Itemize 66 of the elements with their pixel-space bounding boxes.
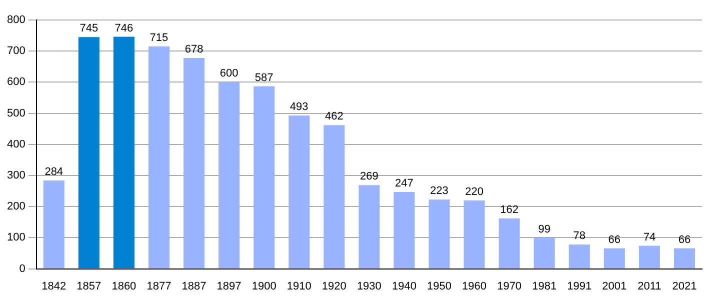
data-label: 745	[80, 22, 98, 35]
bar	[148, 46, 170, 268]
data-label: 66	[608, 234, 621, 246]
x-tick-label: 1857	[76, 280, 102, 292]
bar	[638, 246, 660, 268]
data-label: 223	[430, 184, 448, 197]
x-tick-label: 1897	[216, 280, 242, 292]
x-tick-label: 1981	[532, 280, 557, 292]
bar	[464, 200, 485, 268]
bar	[498, 218, 520, 268]
bar	[254, 86, 275, 268]
data-label: 715	[150, 32, 168, 44]
data-label: 600	[220, 68, 238, 80]
x-tick-label: 1842	[42, 280, 66, 292]
x-tick-label: 1950	[427, 280, 452, 292]
bar	[534, 238, 555, 268]
x-tick-label: 1940	[392, 280, 416, 292]
data-label: 678	[184, 43, 204, 56]
bar	[568, 244, 590, 268]
bar	[78, 37, 100, 268]
x-tick-label: 1920	[322, 280, 346, 292]
bar	[43, 180, 64, 268]
bar	[674, 248, 695, 268]
data-label: 66	[678, 234, 691, 246]
x-tick-label: 2001	[602, 280, 627, 292]
x-tick-label: 1960	[462, 280, 487, 292]
data-label: 247	[395, 178, 414, 190]
y-tick-label: 400	[6, 138, 26, 150]
data-label: 587	[254, 72, 274, 84]
bar	[428, 199, 450, 268]
data-label: 269	[360, 170, 378, 183]
bar	[324, 125, 345, 268]
data-label: 99	[538, 224, 550, 236]
x-tick-label: 1991	[567, 280, 592, 292]
data-label: 162	[500, 204, 518, 216]
x-tick-label: 1877	[146, 280, 172, 292]
x-tick-label: 2011	[638, 280, 662, 292]
data-label: 746	[114, 22, 134, 34]
y-tick-label: 200	[6, 200, 26, 213]
bar	[358, 185, 380, 268]
x-tick-label: 1970	[497, 280, 522, 292]
bar	[113, 36, 134, 268]
data-label: 284	[44, 166, 64, 178]
x-tick-label: 2021	[672, 280, 697, 292]
bar	[394, 192, 415, 268]
data-label: 74	[643, 231, 656, 244]
y-tick-label: 500	[6, 107, 26, 120]
y-tick-label: 700	[6, 45, 26, 58]
x-tick-label: 1887	[182, 280, 206, 292]
x-tick-label: 1860	[112, 280, 136, 292]
data-label: 462	[324, 110, 344, 123]
bar	[183, 58, 205, 268]
y-tick-label: 300	[6, 170, 26, 182]
x-tick-label: 1930	[356, 280, 382, 292]
y-tick-label: 800	[6, 14, 26, 26]
data-label: 220	[465, 186, 484, 198]
bar	[218, 82, 240, 268]
y-tick-label: 100	[6, 232, 26, 244]
y-tick-label: 0	[19, 262, 26, 275]
bar	[288, 115, 310, 268]
data-label: 493	[290, 101, 308, 114]
y-tick-label: 600	[6, 76, 26, 88]
x-tick-label: 1910	[286, 280, 312, 292]
bar	[604, 248, 625, 268]
x-tick-label: 1900	[252, 280, 276, 292]
data-label: 78	[573, 230, 586, 242]
